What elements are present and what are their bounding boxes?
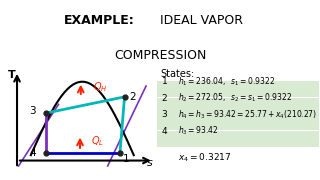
Text: 1: 1 bbox=[162, 77, 167, 86]
FancyBboxPatch shape bbox=[156, 98, 319, 114]
FancyBboxPatch shape bbox=[156, 114, 319, 130]
Text: T: T bbox=[8, 70, 16, 80]
Text: $Q_H$: $Q_H$ bbox=[93, 80, 108, 94]
Text: $h_4 = h_3 = 93.42 = 25.77 + x_4(210.27)$: $h_4 = h_3 = 93.42 = 25.77 + x_4(210.27)… bbox=[178, 108, 317, 121]
Text: COMPRESSION: COMPRESSION bbox=[114, 49, 206, 62]
Text: $Q_L$: $Q_L$ bbox=[91, 134, 104, 148]
Text: s: s bbox=[147, 158, 152, 168]
Text: IDEAL VAPOR: IDEAL VAPOR bbox=[160, 14, 243, 27]
Text: States:: States: bbox=[160, 69, 194, 79]
Text: 2: 2 bbox=[162, 94, 167, 103]
FancyBboxPatch shape bbox=[156, 131, 319, 147]
Text: 3: 3 bbox=[162, 110, 167, 119]
Text: $h_3 = 93.42$: $h_3 = 93.42$ bbox=[178, 125, 219, 137]
Text: EXAMPLE:: EXAMPLE: bbox=[64, 14, 135, 27]
Text: 4: 4 bbox=[162, 127, 167, 136]
Text: 2: 2 bbox=[129, 92, 136, 102]
Text: $h_1 = 236.04,\;\; s_1 = 0.9322$: $h_1 = 236.04,\;\; s_1 = 0.9322$ bbox=[178, 75, 276, 88]
Text: 4: 4 bbox=[29, 148, 36, 158]
Text: 1: 1 bbox=[123, 154, 129, 164]
FancyBboxPatch shape bbox=[156, 81, 319, 97]
Text: $h_2 = 272.05,\;\; s_2 = s_1 = 0.9322$: $h_2 = 272.05,\;\; s_2 = s_1 = 0.9322$ bbox=[178, 92, 292, 104]
Text: 3: 3 bbox=[29, 106, 36, 116]
Text: $x_4 = 0.3217$: $x_4 = 0.3217$ bbox=[178, 152, 232, 164]
